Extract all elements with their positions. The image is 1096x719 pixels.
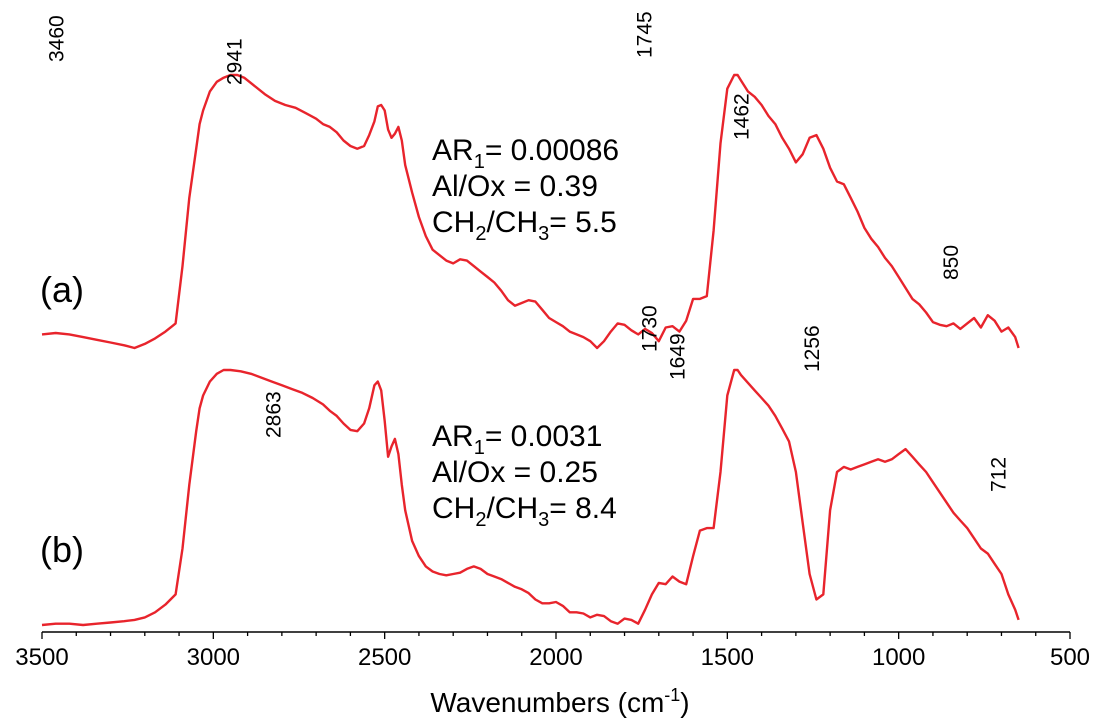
x-axis-title: Wavenumbers (cm-1)	[430, 685, 689, 718]
x-tick-label: 3500	[15, 644, 68, 671]
spectrum-line-a	[41, 73, 1020, 350]
annotation-line: Al/Ox = 0.39	[432, 170, 598, 203]
annotation-line: AR1= 0.0031	[432, 420, 602, 459]
spectrum-line-b	[41, 368, 1020, 627]
peak-label: 2941	[224, 38, 247, 85]
curve-label-b: (b)	[40, 529, 84, 570]
x-axis: 3500 3000 2500 2000 1500 1000 500	[15, 631, 1090, 671]
peak-label: 1462	[730, 93, 753, 140]
x-tick-label: 3000	[187, 644, 240, 671]
annotation-line: CH2/CH3= 8.4	[432, 492, 617, 531]
annotation-line: Al/Ox = 0.25	[432, 456, 598, 489]
peak-label: 1649	[666, 333, 689, 380]
peak-label: 712	[987, 457, 1010, 492]
annotation-line: AR1= 0.00086	[432, 134, 619, 173]
curve-label-a: (a)	[40, 269, 84, 310]
x-tick-label: 1000	[872, 644, 925, 671]
peak-label: 1745	[633, 11, 656, 58]
x-axis-title-sup: -1	[664, 685, 680, 705]
peak-label: 1730	[639, 305, 662, 352]
annotation-line: CH2/CH3= 5.5	[432, 206, 617, 245]
x-tick-label: 2500	[358, 644, 411, 671]
peak-label: 2863	[262, 391, 285, 438]
peak-label: 850	[940, 245, 963, 280]
x-tick-label: 2000	[529, 644, 582, 671]
peak-label: 1256	[801, 325, 824, 372]
peak-label: 3460	[46, 15, 69, 62]
x-tick-label: 1500	[701, 644, 754, 671]
spectra-curves	[41, 73, 1020, 627]
x-axis-title-close: )	[680, 687, 689, 718]
x-tick-label: 500	[1050, 644, 1090, 671]
x-axis-title-text: Wavenumbers (cm	[430, 687, 664, 718]
